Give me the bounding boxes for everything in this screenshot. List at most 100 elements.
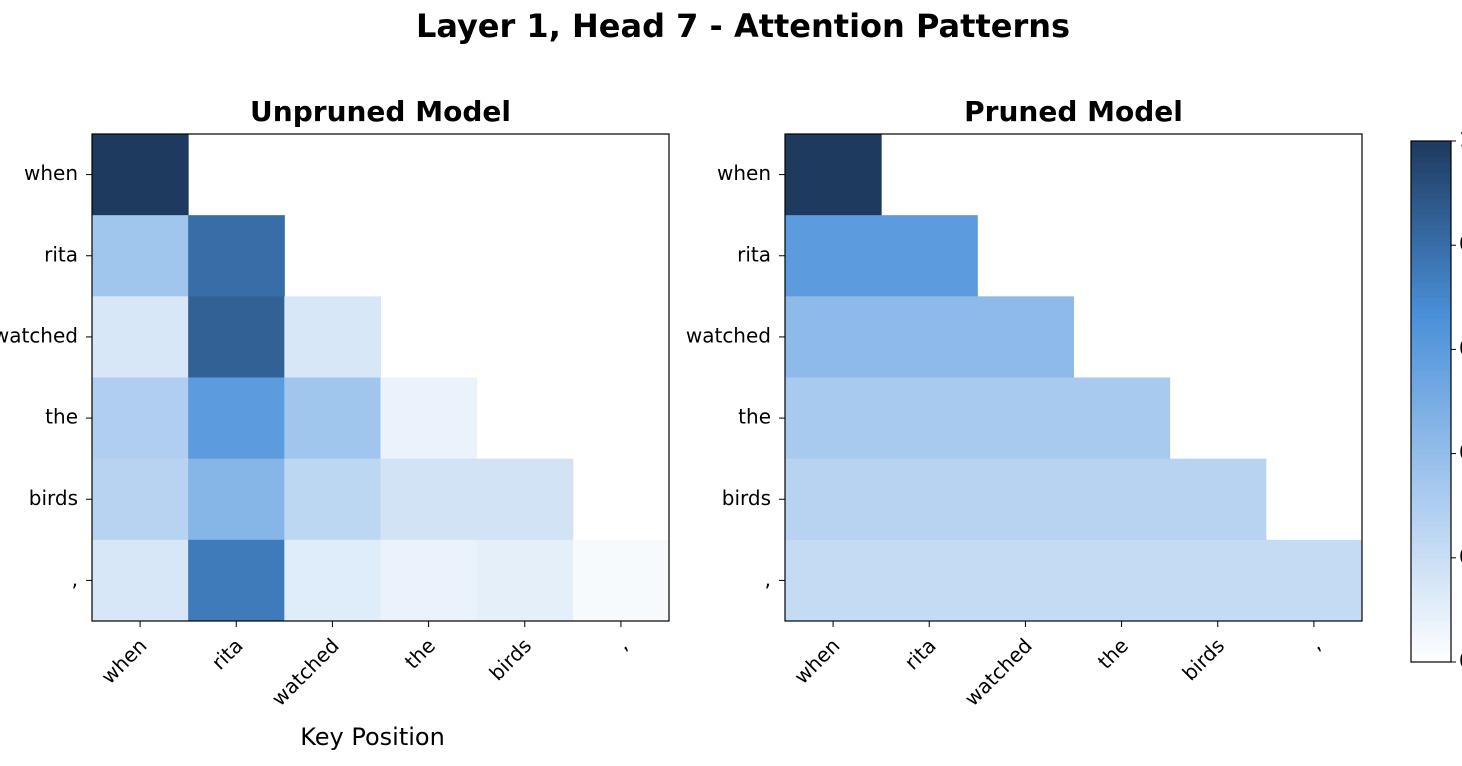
y-tick-label: birds <box>29 486 78 510</box>
colorbar-segment <box>1411 255 1451 262</box>
colorbar-segment <box>1411 198 1451 205</box>
colorbar-segment <box>1411 234 1451 241</box>
y-tick-label: rita <box>44 242 78 266</box>
colorbar-segment <box>1411 203 1451 210</box>
colorbar-segment <box>1411 151 1451 158</box>
colorbar-segment <box>1411 250 1451 257</box>
y-tick-label: the <box>738 405 771 429</box>
colorbar-segment <box>1411 359 1451 366</box>
y-tick-label: birds <box>722 486 771 510</box>
colorbar-segment <box>1411 594 1451 601</box>
colorbar-segment <box>1411 141 1451 147</box>
heatmap-cell <box>92 458 189 541</box>
heatmap-cell <box>188 377 285 460</box>
colorbar-segment <box>1411 177 1451 184</box>
colorbar-segment <box>1411 651 1451 658</box>
colorbar-segment <box>1411 167 1451 173</box>
colorbar-segment <box>1411 365 1451 371</box>
colorbar-segment <box>1411 224 1451 231</box>
heatmap-cell <box>188 215 285 297</box>
x-tick-label: watched <box>960 633 1037 710</box>
x-tick-label: birds <box>484 633 536 685</box>
colorbar-segment <box>1411 536 1451 543</box>
heatmap-cell <box>92 134 189 216</box>
heatmap-cell <box>977 458 1074 541</box>
panel-title: Unpruned Model <box>250 95 511 128</box>
colorbar-segment <box>1411 411 1451 418</box>
colorbar-segment <box>1411 630 1451 637</box>
colorbar-segment <box>1411 589 1451 595</box>
y-tick-label: watched <box>686 323 771 347</box>
colorbar-segment <box>1411 573 1451 580</box>
colorbar-segment <box>1411 292 1451 298</box>
colorbar-segment <box>1411 443 1451 449</box>
y-tick-label: when <box>24 161 78 185</box>
colorbar-segment <box>1411 239 1451 246</box>
heatmap-cell <box>380 458 478 541</box>
colorbar-segment <box>1411 500 1451 507</box>
colorbar-segment <box>1411 516 1451 522</box>
colorbar-segment <box>1411 182 1451 189</box>
colorbar-segment <box>1411 625 1451 632</box>
heatmap-cell <box>284 377 381 460</box>
colorbar-segment <box>1411 615 1451 621</box>
heatmap-cell <box>785 539 882 622</box>
heatmap-cell <box>284 458 381 541</box>
colorbar-segment <box>1411 604 1451 611</box>
colorbar-segment <box>1411 302 1451 309</box>
colorbar-segment <box>1411 318 1451 324</box>
heatmap-cell <box>1073 458 1171 541</box>
heatmap-cell <box>188 539 285 622</box>
heatmap-cell <box>785 134 882 216</box>
colorbar-segment <box>1411 281 1451 288</box>
colorbar-segment <box>1411 453 1451 460</box>
colorbar-segment <box>1411 391 1451 397</box>
heatmap-cell <box>92 296 189 378</box>
colorbar-segment <box>1411 401 1451 408</box>
y-tick-label: when <box>717 161 771 185</box>
colorbar-tick-label: 0.8 <box>1459 232 1462 256</box>
colorbar-segment <box>1411 505 1451 512</box>
colorbar-segment <box>1411 646 1451 653</box>
colorbar-segment <box>1411 495 1451 502</box>
heatmap-cell <box>977 377 1074 460</box>
colorbar-segment <box>1411 208 1451 215</box>
colorbar-segment <box>1411 583 1451 590</box>
colorbar-segment <box>1411 286 1451 293</box>
heatmap-cell <box>977 539 1074 622</box>
colorbar-segment <box>1411 328 1451 335</box>
colorbar-tick-label: 1.0 <box>1459 128 1462 152</box>
colorbar-segment <box>1411 297 1451 304</box>
y-tick-label: rita <box>737 242 771 266</box>
colorbar-segment <box>1411 406 1451 413</box>
x-tick-label: when <box>789 633 844 688</box>
heatmap-cell <box>1169 458 1267 541</box>
heatmap-cell <box>380 539 478 622</box>
colorbar-segment <box>1411 323 1451 330</box>
colorbar-segment <box>1411 422 1451 429</box>
colorbar-segment <box>1411 276 1451 283</box>
colorbar-segment <box>1411 510 1451 517</box>
heatmap-cell <box>1073 539 1171 622</box>
y-tick-label: the <box>45 405 78 429</box>
heatmap-cell <box>188 458 285 541</box>
colorbar-segment <box>1411 474 1451 481</box>
colorbar-segment <box>1411 307 1451 314</box>
heatmap-cell <box>284 296 381 378</box>
colorbar-segment <box>1411 552 1451 559</box>
x-tick-label: birds <box>1177 633 1229 685</box>
x-tick-label: the <box>400 633 440 673</box>
heatmap-cell <box>785 215 882 297</box>
heatmap-cell <box>476 458 574 541</box>
colorbar-segment <box>1411 526 1451 533</box>
colorbar-segment <box>1411 156 1451 163</box>
colorbar-segment <box>1411 531 1451 538</box>
colorbar-segment <box>1411 568 1451 575</box>
heatmap-cell <box>1265 539 1363 622</box>
x-tick-label: watched <box>267 633 344 710</box>
heatmap-cell <box>92 215 189 297</box>
colorbar-segment <box>1411 380 1451 387</box>
colorbar-segment <box>1411 213 1451 220</box>
heatmap-cell <box>977 296 1074 378</box>
